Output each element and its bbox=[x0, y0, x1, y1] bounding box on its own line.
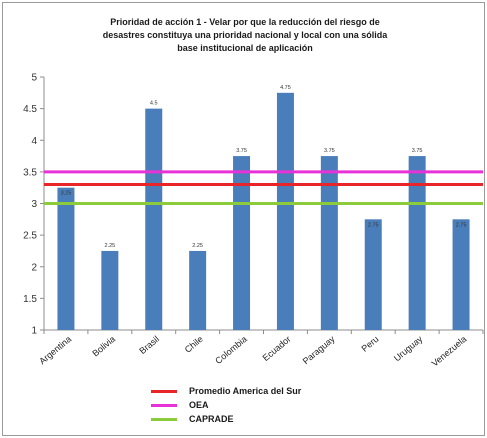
legend-label-caprade: CAPRADE bbox=[189, 414, 234, 424]
y-tick-label: 3.5 bbox=[23, 167, 37, 178]
data-label: 3.25 bbox=[61, 191, 72, 197]
bar bbox=[452, 219, 470, 330]
y-tick-label: 1 bbox=[31, 326, 37, 337]
y-tick-label: 4.5 bbox=[23, 104, 37, 115]
bar bbox=[233, 156, 251, 330]
x-tick-label: Colombia bbox=[213, 334, 249, 366]
legend-swatch-oea bbox=[151, 404, 177, 407]
bar bbox=[145, 108, 163, 330]
data-label: 2.25 bbox=[192, 243, 203, 249]
bar bbox=[408, 156, 426, 330]
x-tick-label: Brasil bbox=[137, 334, 161, 356]
legend-label-oea: OEA bbox=[189, 400, 209, 410]
x-tick-label: Argentina bbox=[37, 334, 73, 366]
data-label: 3.75 bbox=[324, 148, 335, 154]
legend-swatch-caprade bbox=[151, 418, 177, 421]
data-label: 2.75 bbox=[368, 222, 379, 228]
x-tick-label: Chile bbox=[183, 334, 205, 355]
bar bbox=[101, 250, 119, 330]
bar bbox=[364, 219, 382, 330]
x-tick-label: Venezuela bbox=[430, 334, 469, 369]
y-tick-label: 1.5 bbox=[23, 294, 37, 305]
y-tick-label: 2 bbox=[31, 262, 37, 273]
data-label: 3.75 bbox=[236, 148, 247, 154]
legend-label-promedio: Promedio America del Sur bbox=[189, 386, 302, 396]
bar bbox=[189, 250, 207, 330]
y-tick-label: 5 bbox=[31, 73, 37, 84]
chart-title-line-1: Prioridad de acción 1 - Velar por que la… bbox=[110, 17, 380, 27]
y-tick-label: 3 bbox=[31, 199, 37, 210]
x-tick-label: Ecuador bbox=[261, 334, 293, 363]
x-tick-label: Peru bbox=[360, 334, 381, 354]
y-tick-label: 2.5 bbox=[23, 231, 37, 242]
data-label: 2.25 bbox=[104, 243, 115, 249]
x-tick-label: Uruguay bbox=[392, 334, 425, 364]
x-tick-label: Bolivia bbox=[90, 334, 117, 359]
data-label: 4.5 bbox=[150, 101, 158, 107]
data-label: 3.75 bbox=[412, 148, 423, 154]
bar bbox=[320, 156, 338, 330]
chart-title-line-3: base institucional de aplicación bbox=[177, 43, 313, 53]
chart-title-line-2: desastres constituya una prioridad nacio… bbox=[102, 30, 388, 40]
data-label: 4.75 bbox=[280, 85, 291, 91]
chart-title: Prioridad de acción 1 - Velar por que la… bbox=[55, 16, 435, 55]
bar bbox=[276, 92, 294, 330]
legend-swatch-promedio bbox=[151, 390, 177, 393]
bar bbox=[57, 187, 75, 330]
x-tick-label: Paraguay bbox=[301, 334, 337, 367]
y-tick-label: 4 bbox=[31, 136, 37, 147]
data-label: 2.75 bbox=[456, 222, 467, 228]
